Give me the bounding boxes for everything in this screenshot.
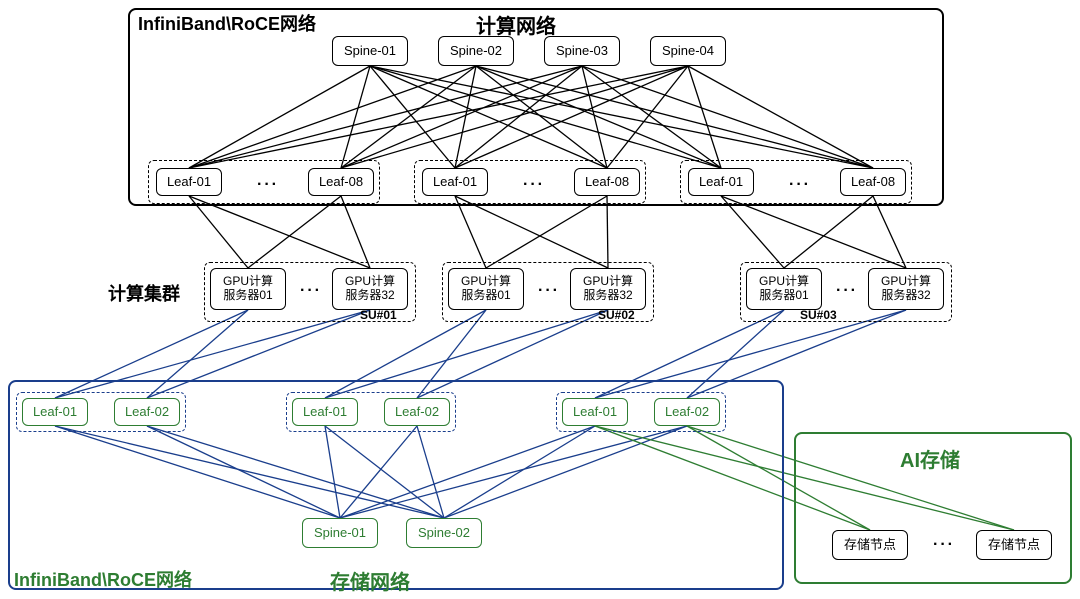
label-cluster: 计算集群 (108, 280, 180, 306)
node-bl1a: Leaf-01 (22, 398, 88, 426)
label-su3: SU#03 (800, 308, 837, 322)
node-bl2b: Leaf-02 (384, 398, 450, 426)
node-st2: 存储节点 (976, 530, 1052, 560)
node-g1b: GPU计算服务器32 (332, 268, 408, 310)
node-l1b: Leaf-08 (308, 168, 374, 196)
node-g2b: GPU计算服务器32 (570, 268, 646, 310)
node-spine2: Spine-02 (438, 36, 514, 66)
node-spine3: Spine-03 (544, 36, 620, 66)
node-l3a: Leaf-01 (688, 168, 754, 196)
label-ai_title: AI存储 (900, 444, 960, 473)
label-title_green_2: 存储网络 (330, 566, 410, 595)
node-l3b: Leaf-08 (840, 168, 906, 196)
node-bl3b: Leaf-02 (654, 398, 720, 426)
label-title_black_2: 计算网络 (476, 10, 556, 39)
node-spine1: Spine-01 (332, 36, 408, 66)
node-l2a: Leaf-01 (422, 168, 488, 196)
label-title_green_1: InfiniBand\RoCE网络 (14, 566, 192, 592)
ellipsis-2: ··· (780, 176, 820, 194)
ellipsis-4: ··· (534, 282, 564, 300)
node-l2b: Leaf-08 (574, 168, 640, 196)
node-st1: 存储节点 (832, 530, 908, 560)
ellipsis-5: ··· (832, 282, 862, 300)
node-g3b: GPU计算服务器32 (868, 268, 944, 310)
ellipsis-6: ··· (926, 536, 962, 554)
ellipsis-0: ··· (248, 176, 288, 194)
node-bsp1: Spine-01 (302, 518, 378, 548)
node-bl1b: Leaf-02 (114, 398, 180, 426)
node-g1a: GPU计算服务器01 (210, 268, 286, 310)
node-bl3a: Leaf-01 (562, 398, 628, 426)
label-su2: SU#02 (598, 308, 635, 322)
ellipsis-3: ··· (296, 282, 326, 300)
label-title_black_1: InfiniBand\RoCE网络 (138, 10, 316, 36)
node-bl2a: Leaf-01 (292, 398, 358, 426)
node-g2a: GPU计算服务器01 (448, 268, 524, 310)
node-l1a: Leaf-01 (156, 168, 222, 196)
ellipsis-1: ··· (514, 176, 554, 194)
node-bsp2: Spine-02 (406, 518, 482, 548)
node-g3a: GPU计算服务器01 (746, 268, 822, 310)
node-spine4: Spine-04 (650, 36, 726, 66)
label-su1: SU#01 (360, 308, 397, 322)
